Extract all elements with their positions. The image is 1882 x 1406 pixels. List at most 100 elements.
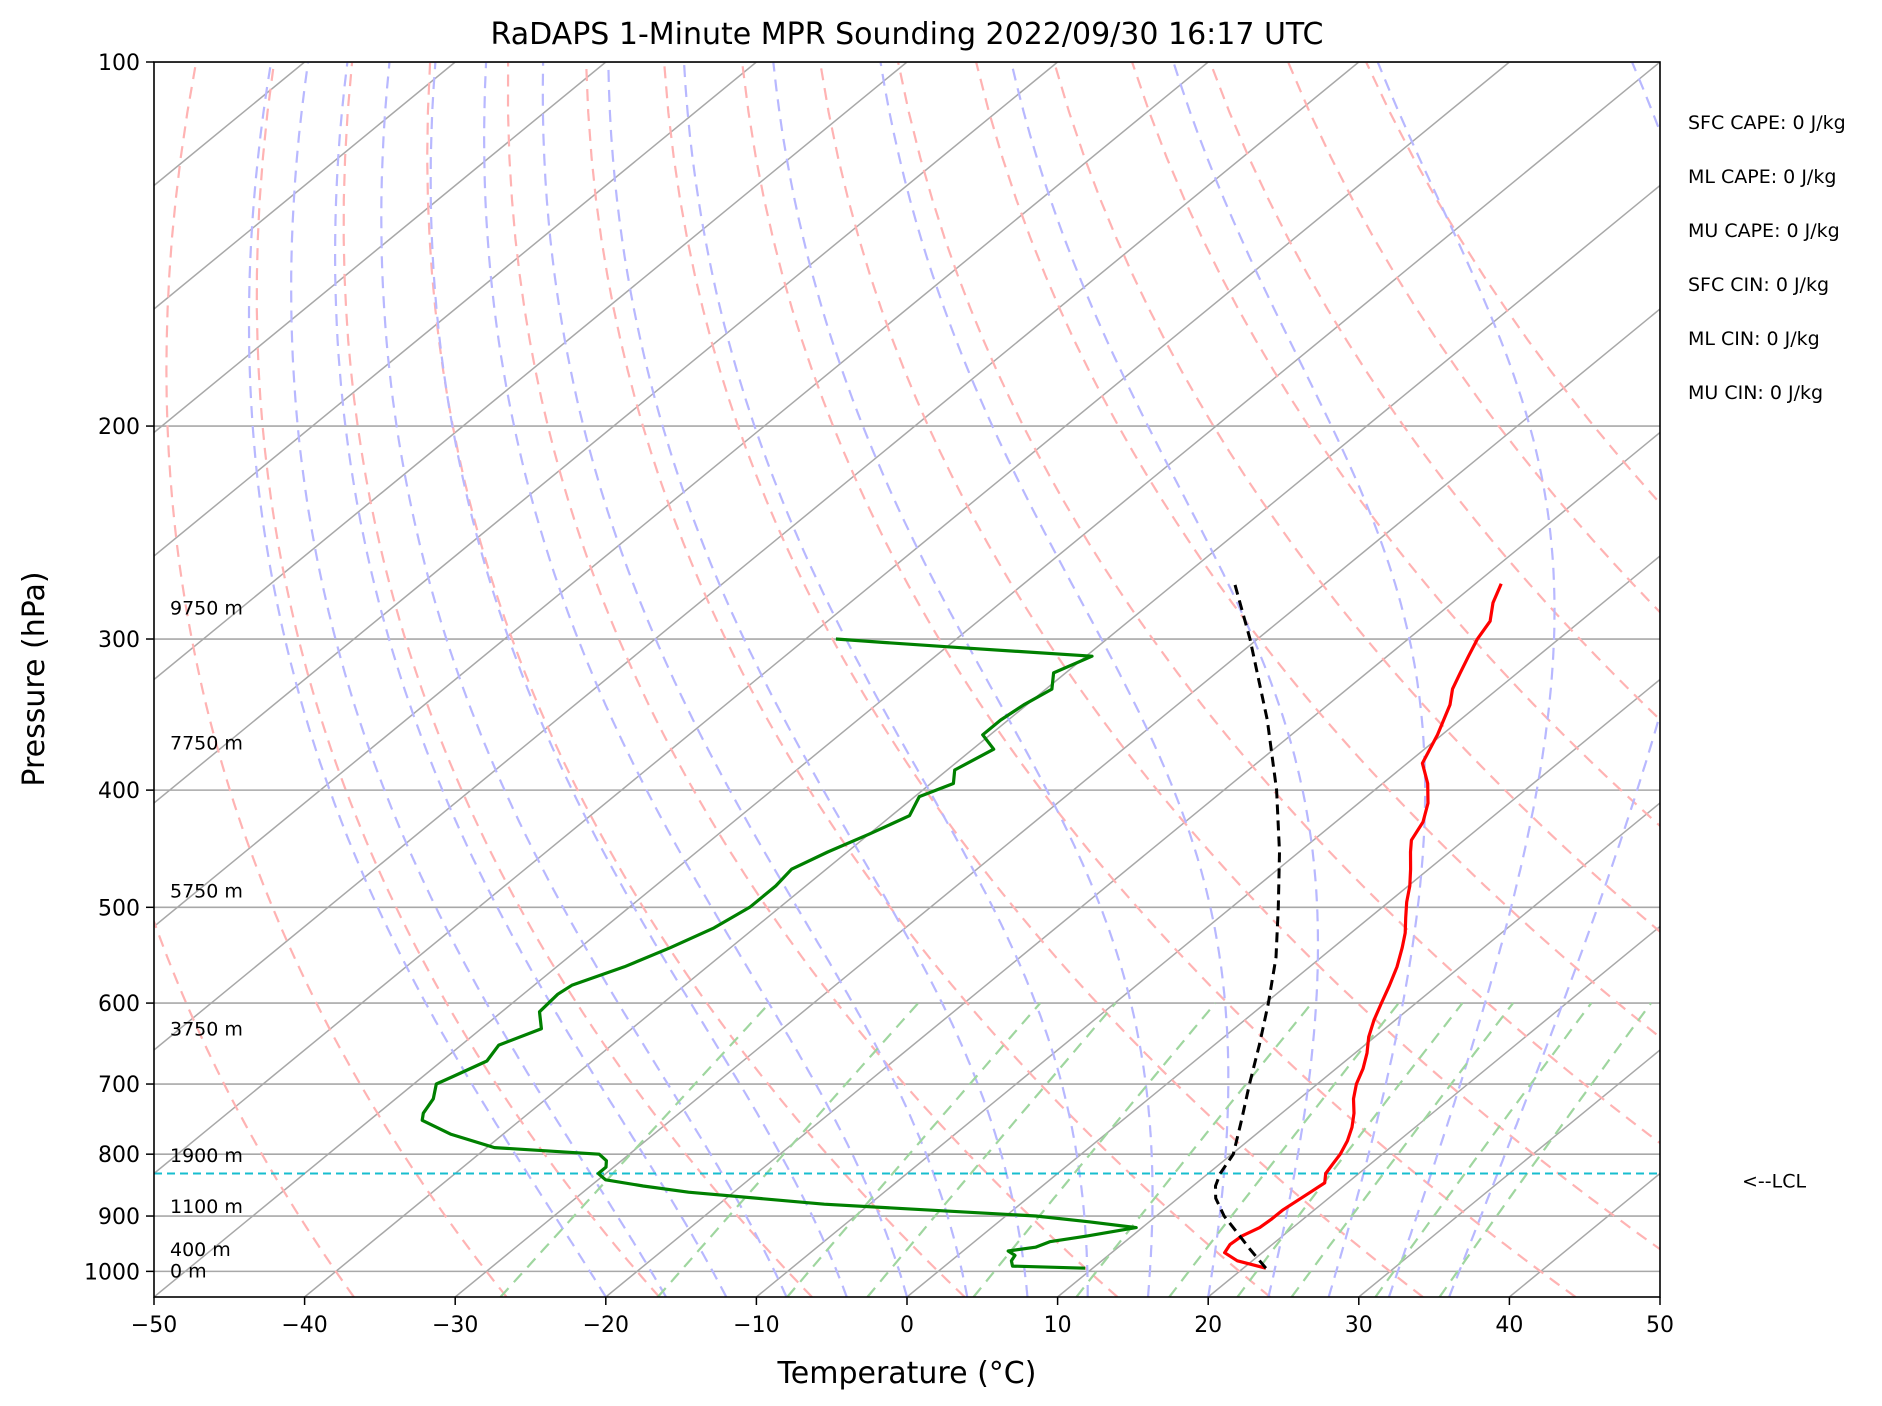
mixing-ratio-line <box>499 1002 771 1297</box>
x-tick-label: −10 <box>733 1313 779 1338</box>
isotherm-line <box>454 308 1660 1297</box>
isotherm-line <box>304 184 1660 1297</box>
height-label: 5750 m <box>170 880 243 902</box>
x-tick-label: 0 <box>900 1313 914 1338</box>
stability-index-text: ML CAPE: 0 J/kg <box>1688 166 1836 188</box>
height-label: 0 m <box>170 1260 207 1282</box>
x-tick-label: −20 <box>583 1313 629 1338</box>
x-tick-label: −40 <box>281 1313 327 1338</box>
stability-index-text: MU CAPE: 0 J/kg <box>1688 220 1840 242</box>
dewpoint-profile-line <box>420 637 1138 1270</box>
moist-adiabat-line <box>290 62 667 1297</box>
x-tick-label: 50 <box>1646 1313 1674 1338</box>
isotherm-line <box>1508 1172 1660 1297</box>
isotherm-line <box>1358 1049 1660 1297</box>
x-tick-label: 40 <box>1495 1313 1523 1338</box>
y-tick-label: 200 <box>98 415 140 440</box>
y-axis: 100 200 300 400 500 600 700 800 900 1000 <box>84 51 154 1285</box>
y-tick-label: 900 <box>98 1205 140 1230</box>
mixing-ratio-line <box>1374 1002 1593 1297</box>
x-axis: −50 −40 −30 −20 −10 0 10 20 30 40 50 <box>131 1297 1674 1338</box>
isotherm-line <box>154 62 607 434</box>
moist-adiabat-line <box>1376 62 1556 1297</box>
dry-adiabat-line <box>1209 62 1660 722</box>
y-tick-label: 800 <box>98 1143 140 1168</box>
moist-adiabat-line <box>682 62 1089 1297</box>
stability-index-text: SFC CAPE: 0 J/kg <box>1688 112 1846 134</box>
dry-adiabat-line <box>1053 62 1660 934</box>
moist-adiabat-line <box>1172 62 1427 1297</box>
isotherm-line <box>154 62 1360 1051</box>
x-tick-label: −50 <box>131 1313 177 1338</box>
stability-index-text: SFC CIN: 0 J/kg <box>1688 274 1829 296</box>
dry-adiabat-line <box>585 62 1271 1297</box>
y-tick-label: 500 <box>98 896 140 921</box>
moist-adiabat-line <box>1448 62 1660 1297</box>
moist-adiabat-line <box>482 62 909 1297</box>
dry-adiabat-line <box>663 62 1424 1297</box>
x-tick-label: −30 <box>432 1313 478 1338</box>
dry-adiabat-line <box>426 62 966 1297</box>
y-axis-label: Pressure (hPa) <box>17 571 52 786</box>
height-label: 1900 m <box>170 1145 243 1167</box>
mixing-ratio-line <box>1075 1002 1313 1297</box>
isotherm-line <box>755 555 1660 1297</box>
dry-adiabat-line <box>506 62 1119 1297</box>
height-label: 400 m <box>170 1239 231 1261</box>
x-tick-label: 20 <box>1194 1313 1222 1338</box>
y-tick-label: 1000 <box>84 1260 140 1285</box>
height-labels: 9750 m 7750 m 5750 m 3750 m 1900 m 1100 m 400 … <box>170 597 243 1282</box>
x-tick-label: 30 <box>1345 1313 1373 1338</box>
isotherm-line <box>1207 925 1660 1297</box>
isotherm-line <box>154 62 1660 1297</box>
y-tick-label: 100 <box>98 51 140 76</box>
dry-adiabat-line <box>1365 62 1660 505</box>
dry-adiabat-line <box>154 918 355 1297</box>
isotherm-line <box>154 62 1209 928</box>
isotherm-line <box>154 62 1510 1175</box>
dry-adiabat-line <box>897 62 1660 1145</box>
y-tick-label: 600 <box>98 992 140 1017</box>
moist-adiabat-line <box>607 62 1029 1297</box>
parcel-path-line <box>1214 583 1281 1270</box>
moist-adiabat-line <box>1010 62 1320 1297</box>
isotherm-line <box>1659 1296 1660 1297</box>
mixing-ratio-line <box>656 1002 920 1297</box>
moist-adiabat-line <box>429 62 848 1297</box>
isotherm-line <box>154 62 456 310</box>
data-series <box>154 583 1660 1270</box>
stability-index-text: ML CIN: 0 J/kg <box>1688 328 1820 350</box>
height-label: 9750 m <box>170 597 243 619</box>
moist-adiabat-line <box>772 62 1154 1297</box>
chart-title: RaDAPS 1-Minute MPR Sounding 2022/09/30 … <box>491 17 1324 52</box>
stability-indices: SFC CAPE: 0 J/kg ML CAPE: 0 J/kg MU CAPE: … <box>1688 112 1846 404</box>
dry-adiabat-line <box>255 62 661 1297</box>
dry-adiabat-line <box>741 62 1577 1297</box>
height-label: 7750 m <box>170 732 243 754</box>
isotherm-line <box>605 431 1660 1297</box>
dry-adiabat-line <box>342 62 813 1297</box>
dry-adiabat-line <box>165 62 508 1297</box>
isotherm-line <box>1057 802 1660 1297</box>
moist-adiabat-line <box>380 62 788 1297</box>
lcl-label: <--LCL <box>1742 1171 1806 1193</box>
mixing-ratio-line <box>1290 1002 1514 1297</box>
y-tick-label: 700 <box>98 1073 140 1098</box>
dry-adiabat-line <box>975 62 1660 1039</box>
mixing-ratio-line <box>1168 1002 1400 1297</box>
height-label: 3750 m <box>170 1019 243 1041</box>
dry-adiabat-line <box>819 62 1660 1251</box>
mixing-ratio-line <box>866 1002 1117 1297</box>
x-tick-label: 10 <box>1044 1313 1072 1338</box>
mixing-ratio-line <box>972 1002 1217 1297</box>
background-lines <box>154 62 1660 1297</box>
y-tick-label: 400 <box>98 779 140 804</box>
moist-adiabat-line <box>333 62 728 1297</box>
isotherm-line <box>154 62 757 557</box>
mixing-ratio-line <box>1236 1002 1464 1297</box>
isotherm-line <box>154 62 1059 804</box>
isotherm-line <box>906 678 1660 1297</box>
height-label: 1100 m <box>170 1196 243 1218</box>
mixing-ratio-line <box>786 1002 1042 1297</box>
